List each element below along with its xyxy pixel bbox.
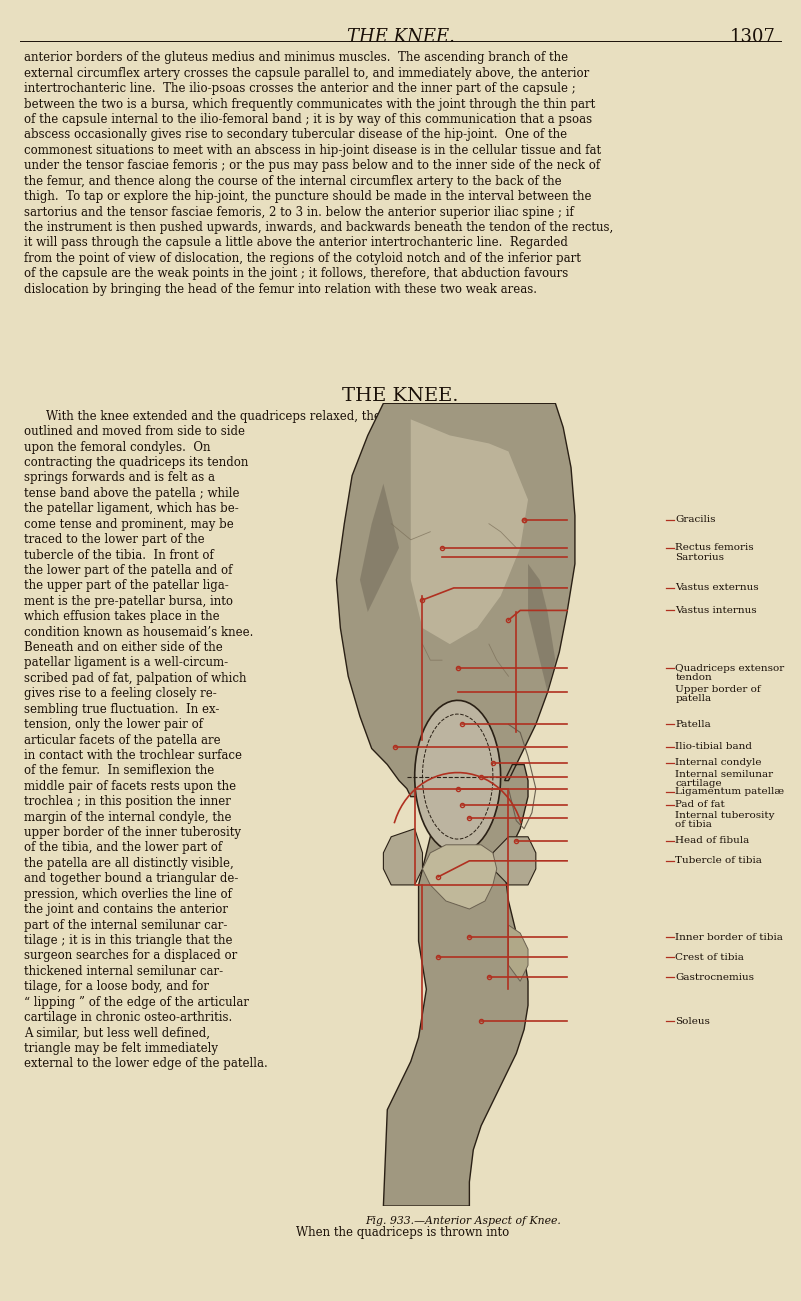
Text: Fig. 933.—Anterior Aspect of Knee.: Fig. 933.—Anterior Aspect of Knee. [365,1216,561,1227]
Polygon shape [422,844,497,909]
Polygon shape [360,484,399,611]
Text: the joint and contains the anterior: the joint and contains the anterior [24,903,228,916]
Text: upon the femoral condyles.  On: upon the femoral condyles. On [24,441,211,454]
Polygon shape [336,403,575,1206]
Text: Crest of tibia: Crest of tibia [675,952,744,961]
Text: external circumflex artery crosses the capsule parallel to, and immediately abov: external circumflex artery crosses the c… [24,66,590,79]
Text: of the capsule internal to the ilio-femoral band ; it is by way of this communic: of the capsule internal to the ilio-femo… [24,113,592,126]
Text: Patella: Patella [675,719,711,729]
Text: springs forwards and is felt as a: springs forwards and is felt as a [24,471,215,484]
Text: Ilio-tibial band: Ilio-tibial band [675,743,752,752]
Text: A similar, but less well defined,: A similar, but less well defined, [24,1026,210,1039]
Text: the patella are all distinctly visible,: the patella are all distinctly visible, [24,857,234,870]
Polygon shape [528,563,555,692]
Text: patella: patella [675,695,711,704]
Text: Pad of fat: Pad of fat [675,800,725,809]
Text: thickened internal semilunar car-: thickened internal semilunar car- [24,965,223,978]
Text: When the quadriceps is thrown into: When the quadriceps is thrown into [296,1226,509,1239]
Text: tubercle of the tibia.  In front of: tubercle of the tibia. In front of [24,549,214,562]
Text: contracting the quadriceps its tendon: contracting the quadriceps its tendon [24,457,248,470]
Text: which effusion takes place in the: which effusion takes place in the [24,610,219,623]
Text: the femur, and thence along the course of the internal circumflex artery to the : the femur, and thence along the course o… [24,174,562,187]
Text: sembling true fluctuation.  In ex-: sembling true fluctuation. In ex- [24,703,219,716]
Text: upper border of the inner tuberosity: upper border of the inner tuberosity [24,826,241,839]
Text: triangle may be felt immediately: triangle may be felt immediately [24,1042,218,1055]
Text: the upper part of the patellar liga-: the upper part of the patellar liga- [24,579,229,592]
Text: margin of the internal condyle, the: margin of the internal condyle, the [24,811,231,824]
Text: Sartorius: Sartorius [675,553,724,562]
Text: tension, only the lower pair of: tension, only the lower pair of [24,718,203,731]
Text: Internal tuberosity: Internal tuberosity [675,811,775,820]
Text: condition known as housemaid’s knee.: condition known as housemaid’s knee. [24,626,253,639]
Text: of tibia: of tibia [675,820,712,829]
Text: Internal condyle: Internal condyle [675,758,762,768]
Text: surgeon searches for a displaced or: surgeon searches for a displaced or [24,950,237,963]
Text: Head of fibula: Head of fibula [675,837,750,846]
Text: traced to the lower part of the: traced to the lower part of the [24,533,204,546]
Text: sartorius and the tensor fasciae femoris, 2 to 3 in. below the anterior superior: sartorius and the tensor fasciae femoris… [24,206,574,219]
Text: pression, which overlies the line of: pression, which overlies the line of [24,887,232,900]
Text: of the capsule are the weak points in the joint ; it follows, therefore, that ab: of the capsule are the weak points in th… [24,267,568,280]
Text: Quadriceps extensor: Quadriceps extensor [675,664,784,673]
Text: tilage, for a loose body, and for: tilage, for a loose body, and for [24,980,209,993]
Text: between the two is a bursa, which frequently communicates with the joint through: between the two is a bursa, which freque… [24,98,595,111]
Text: in contact with the trochlear surface: in contact with the trochlear surface [24,749,242,762]
Text: Internal semilunar: Internal semilunar [675,770,774,779]
Text: intertrochanteric line.  The ilio-psoas crosses the anterior and the inner part : intertrochanteric line. The ilio-psoas c… [24,82,576,95]
Text: and together bound a triangular de-: and together bound a triangular de- [24,872,239,885]
Text: patellar ligament is a well-circum-: patellar ligament is a well-circum- [24,657,228,670]
Text: under the tensor fasciae femoris ; or the pus may pass below and to the inner si: under the tensor fasciae femoris ; or th… [24,159,600,172]
Text: Upper border of: Upper border of [675,684,761,693]
Text: from the point of view of dislocation, the regions of the cotyloid notch and of : from the point of view of dislocation, t… [24,252,581,265]
Text: ment is the pre-patellar bursa, into: ment is the pre-patellar bursa, into [24,595,233,608]
Text: Gastrocnemius: Gastrocnemius [675,973,755,982]
Text: middle pair of facets rests upon the: middle pair of facets rests upon the [24,779,236,792]
Text: of the tibia, and the lower part of: of the tibia, and the lower part of [24,842,222,855]
Text: Ligamentum patellæ: Ligamentum patellæ [675,787,784,796]
Text: abscess occasionally gives rise to secondary tubercular disease of the hip-joint: abscess occasionally gives rise to secon… [24,129,567,142]
Text: tilage ; it is in this triangle that the: tilage ; it is in this triangle that the [24,934,232,947]
Text: Rectus femoris: Rectus femoris [675,544,754,553]
Text: “ lipping ” of the edge of the articular: “ lipping ” of the edge of the articular [24,995,249,1008]
Text: dislocation by bringing the head of the femur into relation with these two weak : dislocation by bringing the head of the … [24,282,537,295]
Text: thigh.  To tap or explore the hip-joint, the puncture should be made in the inte: thigh. To tap or explore the hip-joint, … [24,190,591,203]
Text: With the knee extended and the quadriceps relaxed, the patella can be readily: With the knee extended and the quadricep… [46,410,514,423]
Text: 1307: 1307 [730,27,775,46]
Polygon shape [509,925,528,981]
Text: tendon: tendon [675,674,712,682]
Text: Vastus internus: Vastus internus [675,606,757,615]
Text: the patellar ligament, which has be-: the patellar ligament, which has be- [24,502,239,515]
Text: part of the internal semilunar car-: part of the internal semilunar car- [24,919,227,932]
Text: Beneath and on either side of the: Beneath and on either side of the [24,641,223,654]
Text: THE KNEE.: THE KNEE. [342,388,459,405]
Text: external to the lower edge of the patella.: external to the lower edge of the patell… [24,1058,268,1071]
Text: it will pass through the capsule a little above the anterior intertrochanteric l: it will pass through the capsule a littl… [24,237,568,250]
Text: scribed pad of fat, palpation of which: scribed pad of fat, palpation of which [24,671,247,684]
Text: outlined and moved from side to side: outlined and moved from side to side [24,425,245,438]
Text: anterior borders of the gluteus medius and minimus muscles.  The ascending branc: anterior borders of the gluteus medius a… [24,51,568,64]
Text: the instrument is then pushed upwards, inwards, and backwards beneath the tendon: the instrument is then pushed upwards, i… [24,221,614,234]
Text: tense band above the patella ; while: tense band above the patella ; while [24,487,239,500]
Text: gives rise to a feeling closely re-: gives rise to a feeling closely re- [24,687,217,700]
Polygon shape [411,419,528,644]
Text: Tubercle of tibia: Tubercle of tibia [675,856,762,865]
Polygon shape [493,837,536,885]
Text: THE KNEE.: THE KNEE. [347,27,454,46]
Polygon shape [415,700,501,852]
Text: trochlea ; in this position the inner: trochlea ; in this position the inner [24,795,231,808]
Text: Vastus externus: Vastus externus [675,583,759,592]
Text: commonest situations to meet with an abscess in hip-joint disease is in the cell: commonest situations to meet with an abs… [24,144,602,157]
Text: the lower part of the patella and of: the lower part of the patella and of [24,565,232,576]
Text: Soleus: Soleus [675,1017,710,1026]
Polygon shape [384,829,422,885]
Text: cartilage: cartilage [675,779,722,788]
Text: articular facets of the patella are: articular facets of the patella are [24,734,220,747]
Text: cartilage in chronic osteo-arthritis.: cartilage in chronic osteo-arthritis. [24,1011,232,1024]
Text: of the femur.  In semiflexion the: of the femur. In semiflexion the [24,765,215,778]
Text: Gracilis: Gracilis [675,515,716,524]
Text: Inner border of tibia: Inner border of tibia [675,933,783,942]
Text: come tense and prominent, may be: come tense and prominent, may be [24,518,234,531]
